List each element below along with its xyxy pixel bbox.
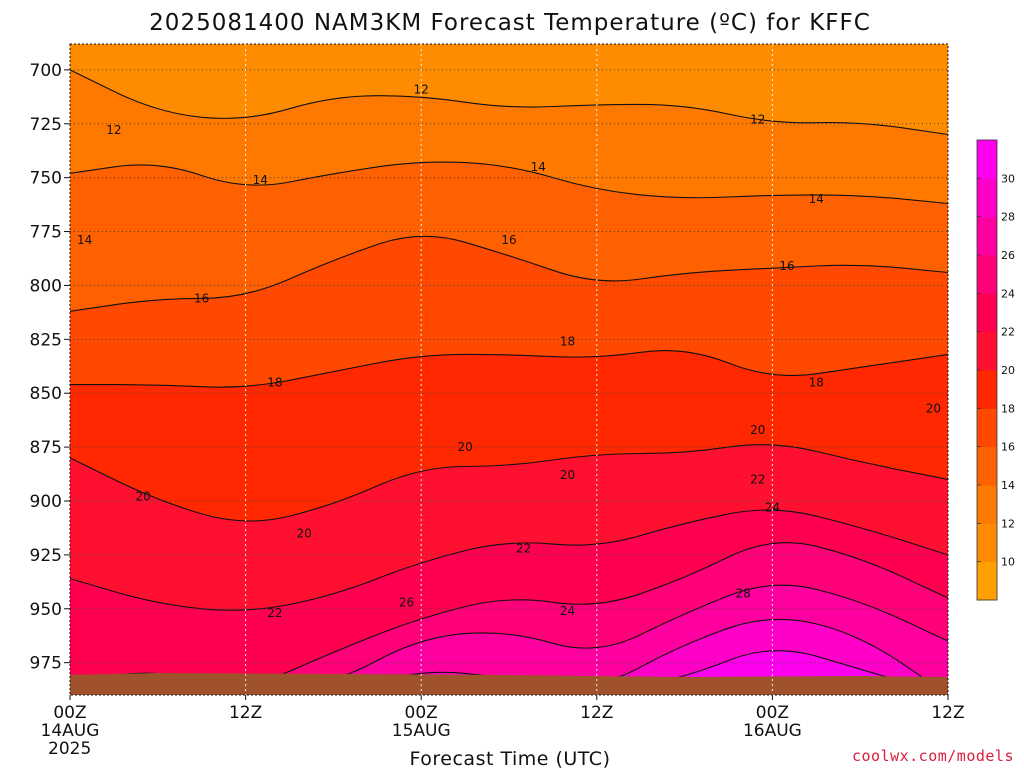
contour-label-26: 26 [399,595,414,609]
contour-label-20: 20 [296,526,311,540]
colorbar-label-28: 28 [1001,211,1015,224]
contour-label-28: 28 [735,587,750,601]
x-tick-label-h12-1: 12Z [229,703,262,723]
contour-label-18: 18 [809,375,824,389]
colorbar-label-20: 20 [1001,364,1015,377]
contour-label-12: 12 [750,112,765,126]
colorbar-label-26: 26 [1001,249,1015,262]
y-tick-label-850: 850 [30,384,62,404]
y-tick-label-925: 925 [30,546,62,566]
temperature-bands [70,69,948,695]
watermark: coolwx.com/models [852,747,1014,765]
isotherm-14c [70,161,948,205]
isotherm-12c [70,69,948,136]
colorbar-swatch-8 [977,561,997,601]
contour-label-16: 16 [194,291,209,305]
colorbar-label-30: 30 [1001,172,1015,185]
isotherm-22c [70,509,948,611]
contour-label-14: 14 [531,160,546,174]
contour-labels: 12 12 12 14 14 14 14 16 16 16 18 18 18 20 20 20 20 20 20 22… [77,82,941,620]
isotherm-20c [70,444,948,522]
colorbar-swatch-16 [977,408,997,448]
x-tick-label-h0-3: 2025 [48,739,91,759]
x-tick-label-h60-1: 12Z [931,703,964,723]
contour-label-24: 24 [560,604,575,618]
colorbar-label-22: 22 [1001,326,1015,339]
colorbar-label-18: 18 [1001,402,1015,415]
contour-label-18: 18 [560,334,575,348]
colorbar-swatch-24 [977,255,997,294]
x-axis-label: Forecast Time (UTC) [410,748,611,768]
x-tick-label-h24-2: 15AUG [392,721,451,741]
y-tick-label-875: 875 [30,438,62,458]
y-axis: 700 725 750 775 800 825 850 875 900 925 950 975 [30,61,70,674]
contour-label-16: 16 [779,259,794,273]
contour-label-12: 12 [106,123,121,137]
contour-label-20: 20 [750,423,765,437]
contour-label-18: 18 [267,375,282,389]
isotherm-18c [70,349,948,388]
colorbar-swatch-26 [977,216,997,256]
y-tick-label-975: 975 [30,654,62,674]
contour-label-24: 24 [765,500,780,514]
colorbar-swatch-28 [977,178,997,218]
plot-frame [69,43,949,696]
colorbar-legend: 10 12 14 16 18 20 22 24 26 28 30 [976,139,1015,601]
colorbar-label-12: 12 [1001,517,1015,530]
plot-area: 12 12 12 14 14 14 14 16 16 16 18 18 18 20 20 20 20 20 20 22… [69,43,949,696]
y-tick-label-750: 750 [30,169,62,189]
y-tick-label-800: 800 [30,276,62,296]
y-tick-label-900: 900 [30,492,62,512]
x-tick-label-h48-1: 00Z [756,703,789,723]
colorbar-swatch-14 [977,446,997,486]
x-tick-label-h36-1: 12Z [580,703,613,723]
grid-lines [70,44,948,695]
contour-label-14: 14 [809,192,824,206]
isotherm-28c [70,618,948,695]
contour-label-16: 16 [501,233,516,247]
contour-label-22: 22 [516,541,531,555]
isotherm-16c [70,235,948,312]
colorbar-label-24: 24 [1001,287,1015,300]
colorbar-swatch-22 [977,293,997,333]
colorbar-swatch-20 [977,331,997,371]
chart-title: 2025081400 NAM3KM Forecast Temperature (… [149,10,871,36]
colorbar-label-10: 10 [1001,556,1015,569]
terrain-ground [70,673,948,695]
x-tick-label-h24-1: 00Z [405,703,438,723]
y-tick-label-700: 700 [30,61,62,81]
isotherm-30c [70,650,948,695]
colorbar-label-16: 16 [1001,441,1015,454]
contour-label-14: 14 [253,173,268,187]
contour-label-12: 12 [414,82,429,96]
y-tick-label-775: 775 [30,223,62,243]
contour-label-22: 22 [750,472,765,486]
colorbar-swatch-30 [977,140,997,179]
y-tick-label-825: 825 [30,330,62,350]
contour-label-20: 20 [457,440,472,454]
y-tick-label-725: 725 [30,115,62,135]
x-tick-label-h0-2: 14AUG [41,721,100,741]
colorbar-swatch-12 [977,485,997,524]
contour-label-20: 20 [560,468,575,482]
colorbar-swatch-10 [977,523,997,563]
contour-label-20: 20 [136,490,151,504]
contour-label-22: 22 [267,606,282,620]
colorbar-label-14: 14 [1001,479,1015,492]
contour-label-20: 20 [926,401,941,415]
contour-label-14: 14 [77,233,92,247]
x-tick-label-h0-1: 00Z [53,703,86,723]
colorbar-swatch-18 [977,370,997,409]
x-tick-label-h48-2: 16AUG [743,721,802,741]
isotherm-26c [70,584,948,695]
y-tick-label-950: 950 [30,600,62,620]
